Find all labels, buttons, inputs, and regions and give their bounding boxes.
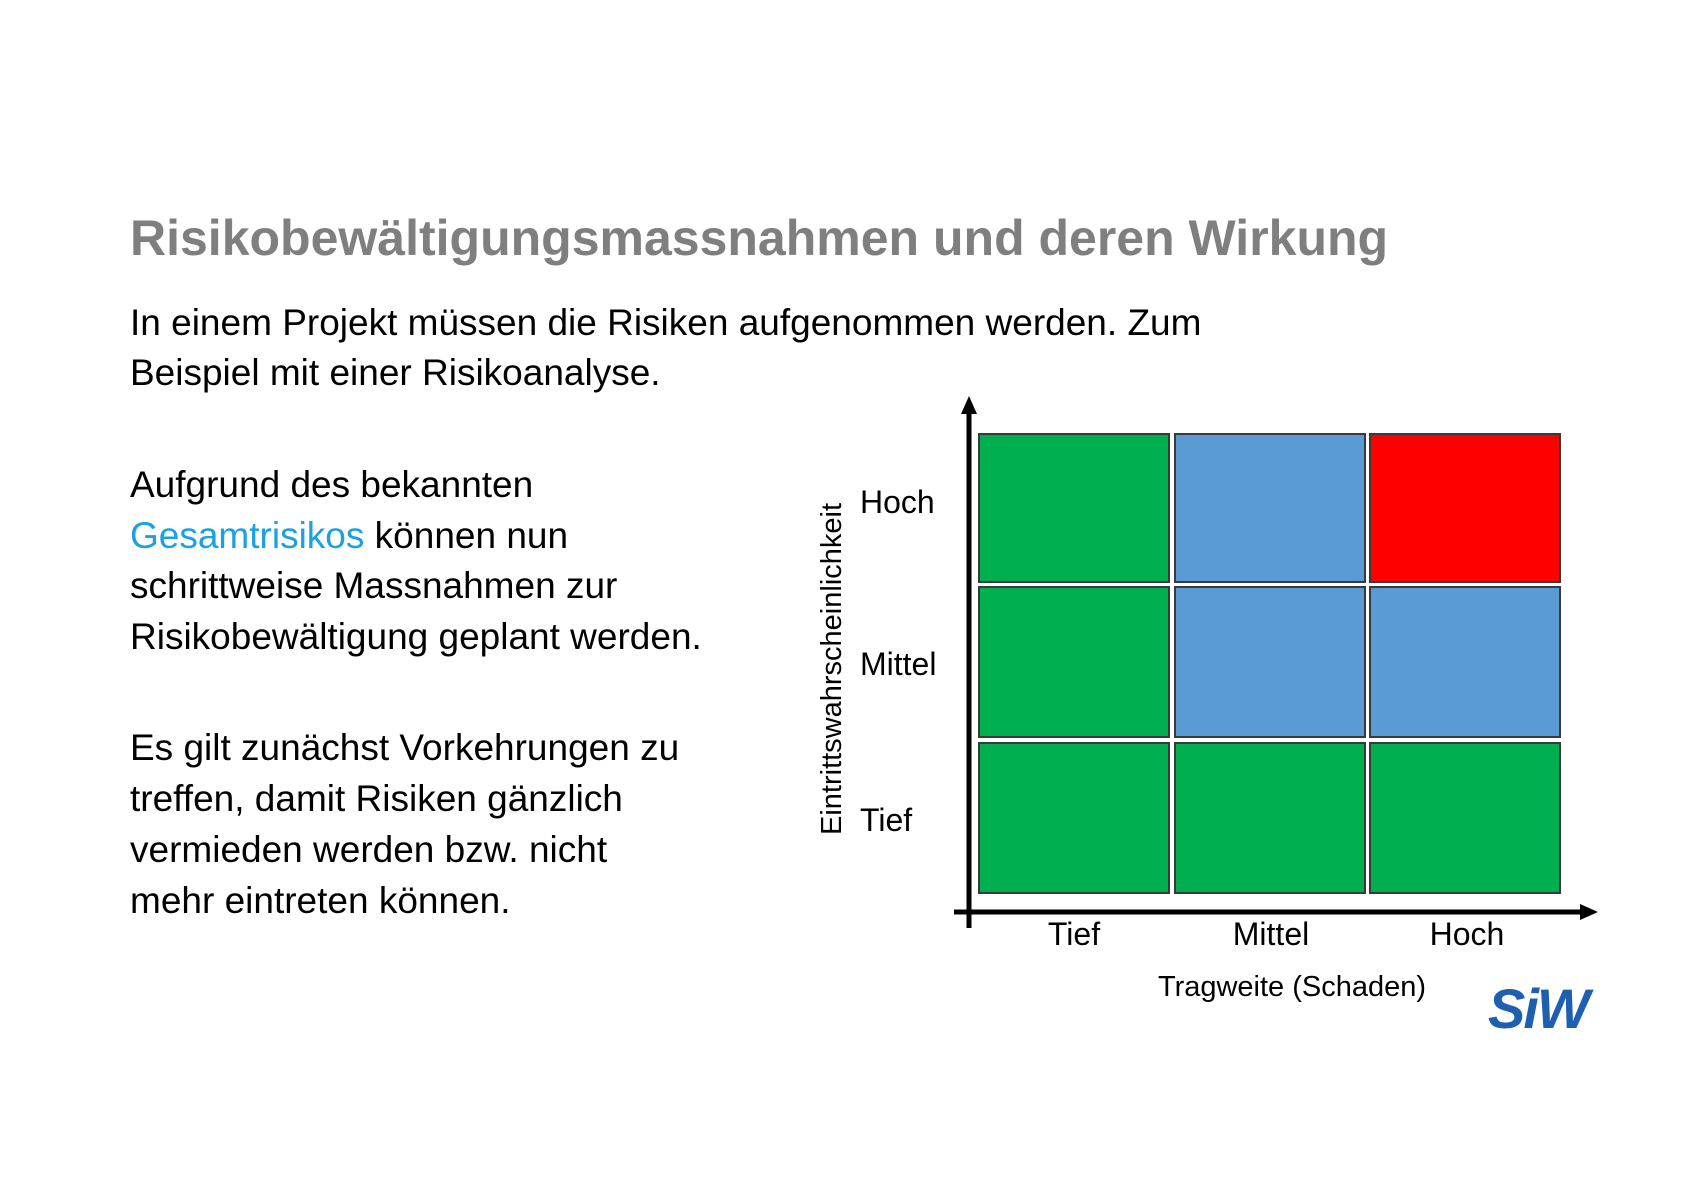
column-label: Hoch (1430, 916, 1505, 952)
column-label: Mittel (1233, 916, 1309, 952)
paragraph-line: schrittweise Massnahmen zur (130, 565, 617, 606)
row-label: Hoch (860, 484, 935, 520)
paragraph-text: können nun (364, 515, 568, 556)
paragraph-line: mehr eintreten können. (130, 880, 511, 921)
paragraph-line: In einem Projekt müssen die Risiken aufg… (130, 302, 1201, 343)
row-label: Tief (860, 802, 912, 838)
paragraph-line: Risikobewältigung geplant werden. (130, 616, 702, 657)
arrow-head (1580, 904, 1598, 920)
logo: SiW (1488, 977, 1594, 1040)
row-label: Mittel (860, 646, 936, 682)
cell (1174, 586, 1366, 738)
x-axis-title: Tragweite (Schaden) (1158, 971, 1426, 1003)
paragraph-line: vermieden werden bzw. nicht (130, 829, 608, 870)
risk-matrix: Hoch Mittel Tief Eintrittswahrscheinlich… (816, 396, 1598, 1003)
cell (1369, 586, 1561, 738)
cell (978, 586, 1170, 738)
y-axis-title: Eintrittswahrscheinlichkeit (816, 503, 848, 835)
cell (1174, 742, 1366, 894)
cell (1369, 433, 1561, 583)
column-label: Tief (1048, 916, 1100, 952)
paragraph-line: Aufgrund des bekannten (130, 464, 533, 505)
cell (978, 433, 1170, 583)
paragraph-line: treffen, damit Risiken gänzlich (130, 778, 623, 819)
paragraph-line: Beispiel mit einer Risikoanalyse. (130, 352, 661, 393)
cell (1174, 433, 1366, 583)
arrow-head (961, 396, 977, 414)
slide-title: Risikobewältigungsmassnahmen und deren W… (130, 210, 1388, 266)
paragraph-line: Es gilt zunächst Vorkehrungen zu (130, 727, 679, 768)
cell (1369, 742, 1561, 894)
highlight: Gesamtrisikos (130, 515, 364, 556)
cell (978, 742, 1170, 894)
paragraph-line: Gesamtrisikos können nun (130, 515, 568, 556)
